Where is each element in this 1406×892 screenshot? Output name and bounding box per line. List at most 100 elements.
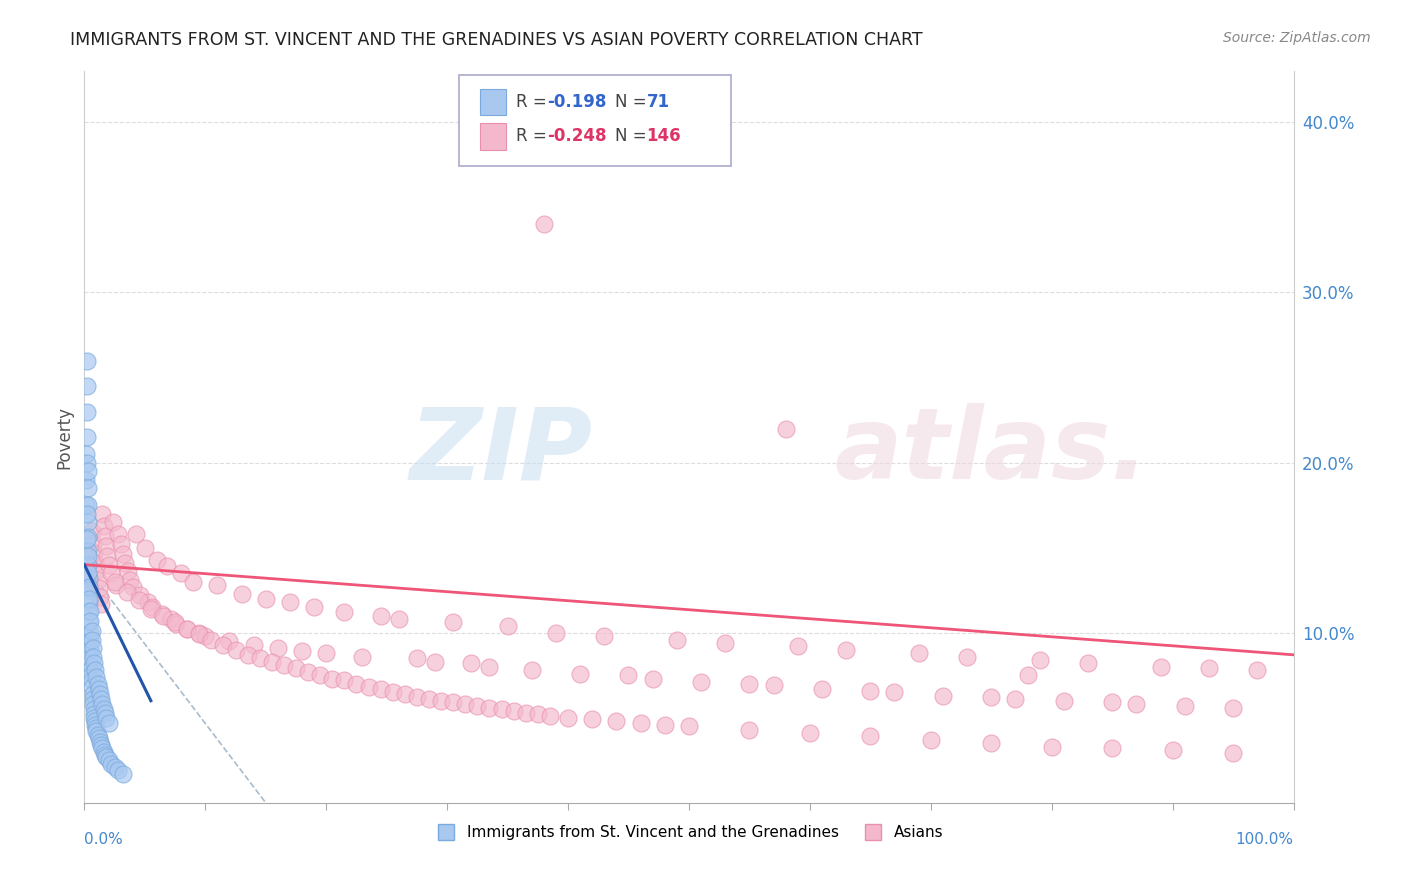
Point [181,574,204,589]
Point [114,556,136,570]
Point [77,549,100,563]
Point [811,681,834,696]
Point [333,673,356,688]
Point [260,655,283,669]
Point [1077,657,1099,671]
Point [859,730,882,744]
Point [231,586,253,600]
Point [82,535,104,549]
Point [110,537,132,551]
Point [333,605,356,619]
Point [478,700,501,714]
Bar [479,89,506,115]
Point [418,692,440,706]
Point [346,677,368,691]
Point [86,677,108,691]
Point [82,697,104,711]
Point [87,731,110,746]
Point [75,498,97,512]
Point [835,642,858,657]
Point [1198,661,1220,675]
Point [86,721,108,735]
Point [352,649,374,664]
Point [883,685,905,699]
Point [83,657,105,671]
Point [520,663,543,677]
Point [80,666,103,681]
Point [423,655,446,669]
Point [165,615,187,630]
Point [188,627,211,641]
Point [115,585,138,599]
Point [80,659,103,673]
Point [236,648,259,662]
Point [150,607,173,621]
Point [155,559,177,574]
Point [91,697,114,711]
Point [515,706,537,720]
Point [76,544,98,558]
Text: N =: N = [616,128,652,145]
Point [932,689,955,703]
Point [89,734,111,748]
Point [225,642,247,657]
Point [678,719,700,733]
Point [76,404,98,418]
Point [176,622,198,636]
Point [738,723,761,737]
Point [980,690,1002,705]
Point [82,640,104,655]
Point [491,702,513,716]
Text: -0.198: -0.198 [547,93,607,112]
Point [86,670,108,684]
Point [406,651,429,665]
Point [77,595,100,609]
Point [86,565,108,579]
Point [1040,739,1063,754]
Point [160,612,183,626]
Point [1174,698,1197,713]
Point [956,649,979,664]
Point [77,591,100,606]
Point [146,552,169,566]
Point [569,666,592,681]
Point [460,657,482,671]
Point [83,546,105,560]
Point [83,711,105,725]
Point [79,625,101,640]
Point [86,573,108,587]
Point [90,738,112,752]
Point [93,702,115,716]
Point [83,707,105,722]
Point [762,678,785,692]
Point [87,582,110,596]
Point [1161,743,1184,757]
Point [284,661,308,675]
Point [152,608,174,623]
Point [77,615,100,630]
Bar [479,123,506,150]
Point [557,711,579,725]
Point [77,558,100,572]
Point [690,675,713,690]
Point [94,539,117,553]
Point [302,600,325,615]
Point [76,353,98,368]
Text: atlas.: atlas. [834,403,1149,500]
Point [104,760,127,774]
Text: 71: 71 [647,93,669,112]
Point [859,683,882,698]
Point [212,638,235,652]
Point [77,515,100,529]
Point [1125,697,1147,711]
Point [93,745,115,759]
Point [75,447,97,461]
Legend: Immigrants from St. Vincent and the Grenadines, Asians: Immigrants from St. Vincent and the Gren… [429,819,949,847]
Point [370,681,392,696]
Text: R =: R = [516,93,553,112]
Point [441,615,464,630]
Point [77,481,100,495]
Text: -0.248: -0.248 [547,128,607,145]
Point [79,604,101,618]
Point [89,687,111,701]
